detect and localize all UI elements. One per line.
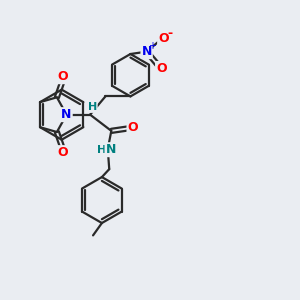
Text: H: H	[97, 145, 106, 155]
Text: O: O	[158, 32, 169, 45]
Text: +: +	[148, 41, 156, 51]
Text: N: N	[106, 143, 116, 156]
Text: H: H	[88, 102, 97, 112]
Text: N: N	[61, 108, 72, 121]
Text: O: O	[156, 62, 167, 75]
Text: N: N	[142, 45, 152, 58]
Text: O: O	[57, 146, 68, 159]
Text: -: -	[168, 28, 173, 40]
Text: O: O	[128, 121, 138, 134]
Text: O: O	[57, 70, 68, 83]
